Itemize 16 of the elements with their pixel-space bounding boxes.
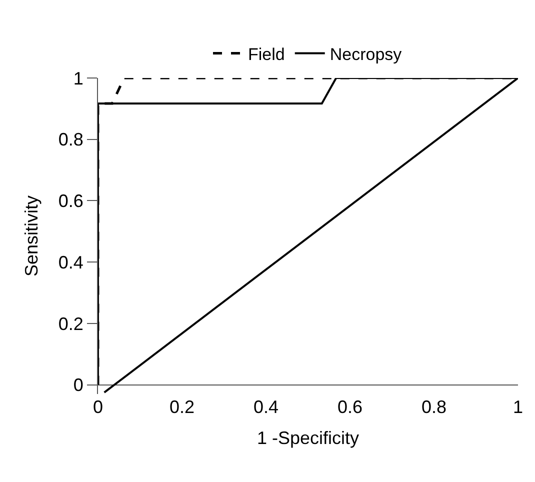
y-tick-label: 1 (73, 68, 84, 88)
y-tick-label: 0 (73, 375, 84, 396)
y-axis-title: Sensitivity (22, 195, 42, 277)
y-tick-label: 0.4 (58, 252, 84, 272)
x-tick-label: 0.8 (421, 397, 447, 417)
x-tick-label: 0.4 (253, 397, 279, 417)
y-tick-label: 0.8 (58, 130, 84, 150)
x-tick-label: 0 (92, 397, 104, 417)
legend-label: Field (248, 44, 285, 64)
x-axis-title: 1 -Specificity (256, 428, 360, 448)
y-tick-label: 0.6 (58, 191, 84, 212)
x-tick-label: 0.6 (337, 397, 363, 417)
x-tick-label: 0.2 (169, 397, 195, 417)
x-tick-label: 1 (512, 397, 524, 417)
y-tick-label: 0.2 (58, 314, 84, 334)
legend-label: Necropsy (330, 44, 402, 64)
